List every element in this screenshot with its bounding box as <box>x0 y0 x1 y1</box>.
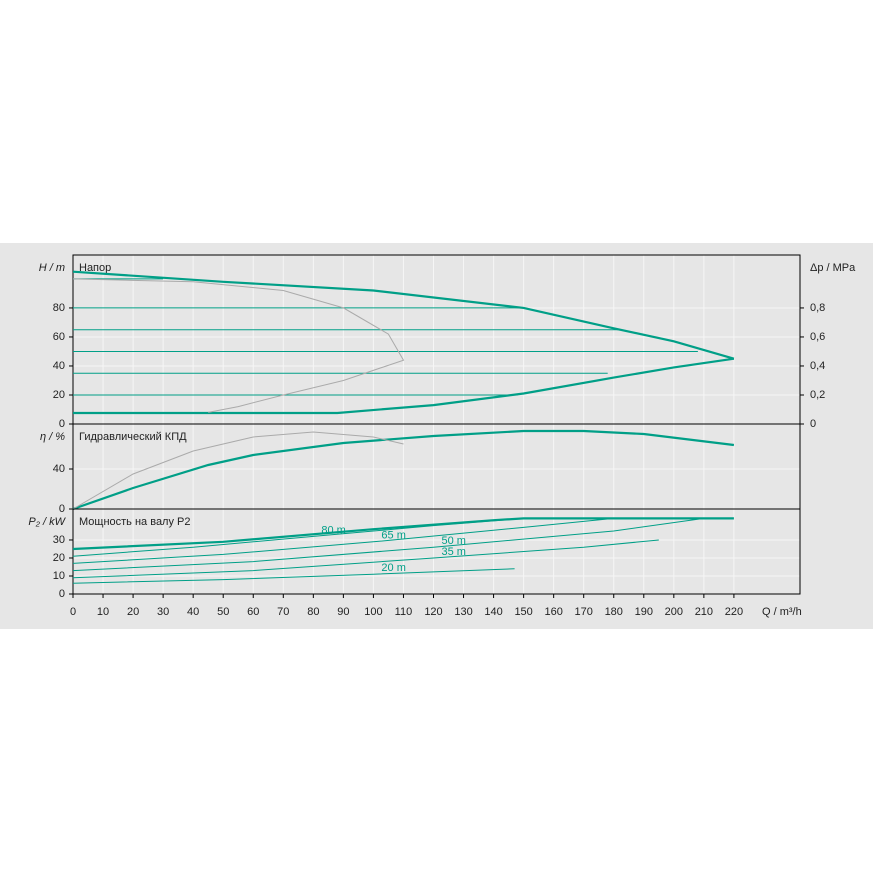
y2-tick-label: 0,8 <box>810 302 825 314</box>
x-tick-label: 210 <box>695 606 713 618</box>
series-line <box>72 517 734 551</box>
y-tick-label: 20 <box>53 389 65 401</box>
x-tick-label: 10 <box>97 606 109 618</box>
y2-tick-label: 0,6 <box>810 331 825 343</box>
series-line <box>72 539 659 579</box>
y-tick-label: 40 <box>53 360 65 372</box>
x-tick-label: 50 <box>217 606 229 618</box>
x-tick-label: 160 <box>544 606 562 618</box>
x-tick-label: 80 <box>307 606 319 618</box>
y-tick-label: 40 <box>53 463 65 475</box>
y2-tick-label: 0,4 <box>810 360 825 372</box>
series-label: 80 m <box>321 524 345 536</box>
x-tick-label: 30 <box>157 606 169 618</box>
y-tick-label: 0 <box>59 588 65 600</box>
series-line <box>72 278 405 413</box>
y-tick-label: 60 <box>53 331 65 343</box>
y-tick-label: 10 <box>53 570 65 582</box>
panel-frame <box>72 508 801 595</box>
series-line <box>72 429 735 511</box>
x-tick-label: 200 <box>665 606 683 618</box>
series-line <box>72 517 614 564</box>
x-tick-label: 180 <box>605 606 623 618</box>
series-label: 65 m <box>381 530 405 542</box>
x-tick-label: 130 <box>454 606 472 618</box>
panel-title: Напор <box>79 262 111 274</box>
series-line <box>72 517 704 572</box>
x-axis-label: Q / m³/h <box>762 606 802 618</box>
y-axis-label: P₂ / kW <box>28 516 66 528</box>
x-tick-label: 220 <box>725 606 743 618</box>
x-tick-label: 20 <box>127 606 139 618</box>
y2-tick-label: 0,2 <box>810 389 825 401</box>
x-tick-label: 120 <box>424 606 442 618</box>
y2-tick-label: 0 <box>810 418 816 430</box>
x-tick-label: 40 <box>187 606 199 618</box>
y-tick-label: 20 <box>53 552 65 564</box>
series-label: 50 m <box>441 535 465 547</box>
series-label: 20 m <box>381 562 405 574</box>
series-line <box>72 517 524 557</box>
y-axis-label: H / m <box>39 262 65 274</box>
x-tick-label: 100 <box>364 606 382 618</box>
y-tick-label: 30 <box>53 534 65 546</box>
y-tick-label: 0 <box>59 418 65 430</box>
series-label: 35 m <box>441 546 465 558</box>
series-line <box>72 431 404 510</box>
x-tick-label: 190 <box>635 606 653 618</box>
x-tick-label: 110 <box>395 606 413 618</box>
x-tick-label: 90 <box>337 606 349 618</box>
x-tick-label: 140 <box>484 606 502 618</box>
x-tick-label: 70 <box>277 606 289 618</box>
panel-title: Гидравлический КПД <box>79 431 187 443</box>
x-tick-label: 0 <box>70 606 76 618</box>
y-axis-label: η / % <box>40 431 65 443</box>
x-tick-label: 60 <box>247 606 259 618</box>
y-tick-label: 0 <box>59 503 65 515</box>
series-line <box>72 568 515 584</box>
x-tick-label: 170 <box>575 606 593 618</box>
y2-axis-label: Δp / MPa <box>810 262 856 274</box>
x-tick-label: 150 <box>514 606 532 618</box>
panel-title: Мощность на валу P2 <box>79 516 191 528</box>
series-line <box>73 357 735 415</box>
y-tick-label: 80 <box>53 302 65 314</box>
